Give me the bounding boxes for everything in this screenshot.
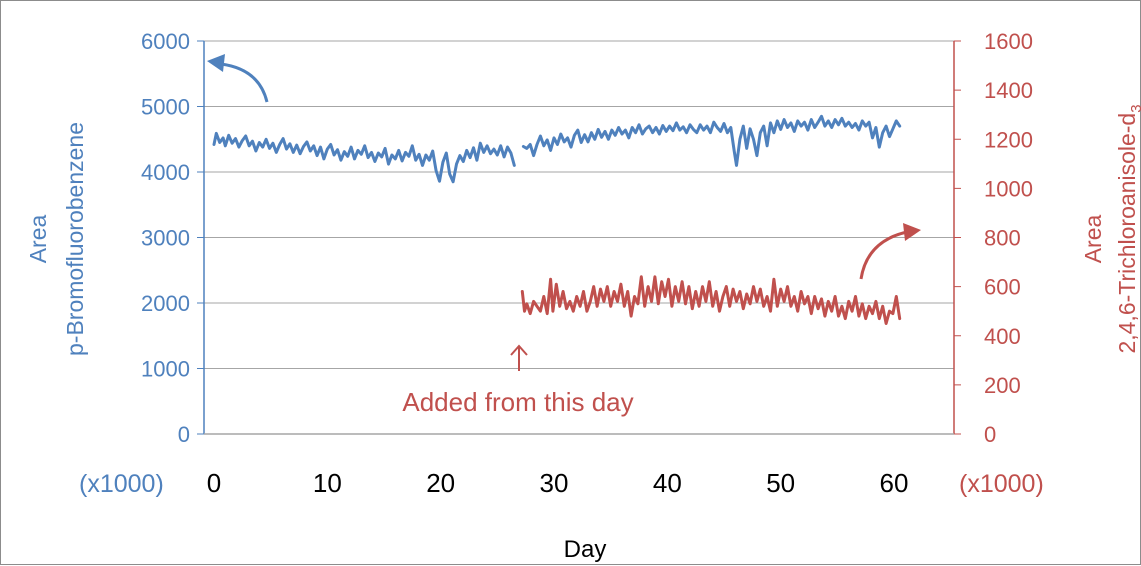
axes [197,40,961,435]
right-tick-label: 400 [984,324,1021,349]
right-tick-label: 1000 [984,176,1033,201]
x-tick-label: 0 [207,468,221,498]
right-axis-title-line1: Area [1080,215,1106,264]
x-tick-label: 20 [426,468,455,498]
left-axis-title-line1: Area [25,215,51,264]
x-tick-label: 50 [766,468,795,498]
right-tick-label: 1400 [984,78,1033,103]
right-axis-title-subscript: 3 [1128,104,1141,112]
x-tick-label: 60 [880,468,909,498]
data-series [212,114,902,325]
right-tick-label: 1600 [984,29,1033,54]
right-tick-label: 200 [984,373,1021,398]
right-axis-title-text: 2,4,6-Trichloroanisole-d [1114,113,1140,354]
x-axis-title: Day [564,536,607,563]
x-tick-label: 30 [540,468,569,498]
series-left-line [521,114,902,167]
right-curved-arrow-icon [859,223,921,280]
left-tick-label: 5000 [141,95,190,120]
x-tick-label: 40 [653,468,682,498]
left-tick-label: 0 [178,422,190,447]
left-curved-arrow-icon [207,54,269,103]
left-tick-label: 3000 [141,226,190,251]
left-axis-unit: (x1000) [79,470,164,498]
series-right-line [520,275,902,325]
annotation-text: Added from this day [402,387,633,417]
right-tick-label: 0 [984,422,996,447]
right-tick-label: 800 [984,226,1021,251]
x-tick-label: 10 [313,468,342,498]
left-tick-label: 2000 [141,291,190,316]
right-tick-label: 1200 [984,127,1033,152]
tick-labels: 0100020003000400050006000020040060080010… [141,29,1033,498]
left-axis-title-line2: p-Bromofluorobenzene [62,122,88,356]
left-tick-label: 1000 [141,357,190,382]
left-tick-label: 6000 [141,29,190,54]
right-axis-unit: (x1000) [959,470,1044,498]
series-left-line [212,131,516,184]
gridlines [204,40,954,435]
annotation-up-arrow-icon [510,344,528,371]
left-tick-label: 4000 [141,160,190,185]
right-axis-title-line2: 2,4,6-Trichloroanisole-d3 [1114,104,1141,353]
right-tick-label: 600 [984,275,1021,300]
